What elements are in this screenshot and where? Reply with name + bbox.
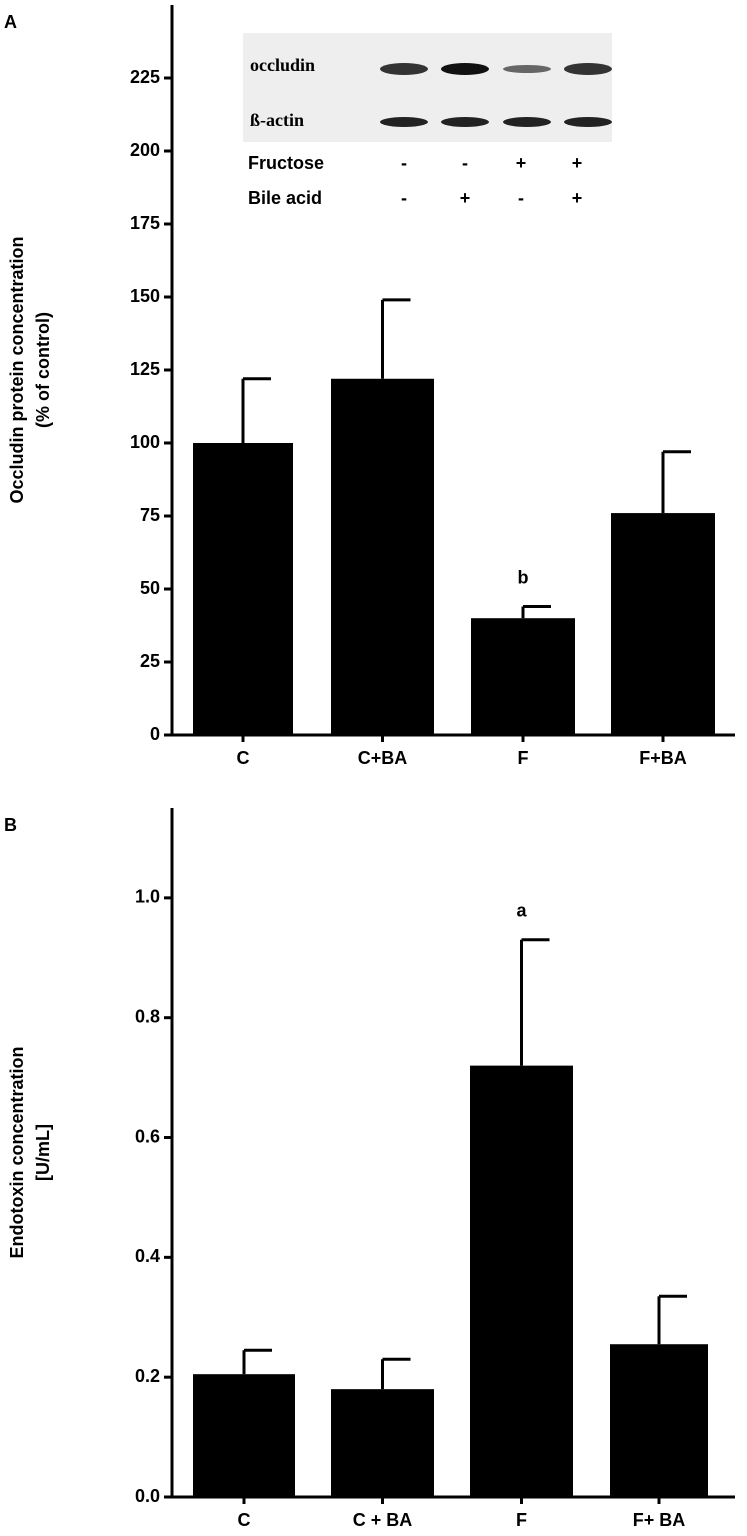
bar <box>331 378 434 735</box>
bar <box>193 1374 295 1497</box>
bar <box>470 1065 573 1497</box>
inset-sign: + <box>516 153 527 173</box>
y-tick-label: 200 <box>130 140 160 160</box>
x-tick-label: C+BA <box>358 748 408 768</box>
y-tick-label: 0.0 <box>135 1486 160 1506</box>
y-axis-label: [U/mL] <box>33 1124 53 1181</box>
y-tick-label: 0.2 <box>135 1366 160 1386</box>
inset-sign: - <box>518 188 524 208</box>
blot-band <box>380 63 428 75</box>
y-tick-label: 0.4 <box>135 1246 160 1266</box>
annotation: a <box>516 901 527 921</box>
y-tick-label: 125 <box>130 359 160 379</box>
panel-label: B <box>4 815 17 835</box>
y-tick-label: 1.0 <box>135 887 160 907</box>
band-label: occludin <box>250 55 315 75</box>
inset-sign: + <box>572 188 583 208</box>
y-axis-label: Endotoxin concentration <box>7 1046 27 1258</box>
blot-band <box>503 117 551 127</box>
y-tick-label: 0.6 <box>135 1126 160 1146</box>
inset-sign: - <box>462 153 468 173</box>
blot-band <box>564 63 612 75</box>
inset-sign: + <box>460 188 471 208</box>
panel-label: A <box>4 12 17 32</box>
y-tick-label: 0.8 <box>135 1006 160 1026</box>
y-tick-label: 25 <box>140 651 160 671</box>
x-tick-label: F+ BA <box>633 1510 686 1530</box>
y-tick-label: 75 <box>140 505 160 525</box>
y-tick-label: 50 <box>140 578 160 598</box>
blot-band <box>441 63 489 75</box>
blot-band <box>441 117 489 127</box>
bar <box>193 443 293 735</box>
x-tick-label: F <box>516 1510 527 1530</box>
x-tick-label: C <box>238 1510 251 1530</box>
x-tick-label: C <box>237 748 250 768</box>
y-tick-label: 100 <box>130 432 160 452</box>
x-tick-label: F+BA <box>639 748 687 768</box>
x-tick-label: F <box>518 748 529 768</box>
y-tick-label: 150 <box>130 286 160 306</box>
y-tick-label: 175 <box>130 213 160 233</box>
inset-sign: - <box>401 188 407 208</box>
blot-image <box>243 33 612 142</box>
annotation: b <box>518 567 529 587</box>
blot-band <box>380 117 428 127</box>
bar <box>471 618 575 735</box>
y-tick-label: 0 <box>150 724 160 744</box>
bar <box>331 1389 434 1497</box>
inset-sign: - <box>401 153 407 173</box>
blot-band <box>564 117 612 127</box>
bar <box>611 513 715 735</box>
y-tick-label: 225 <box>130 67 160 87</box>
inset-sign: + <box>572 153 583 173</box>
bar <box>610 1344 708 1497</box>
y-axis-label: (% of control) <box>33 312 53 428</box>
inset-row-label: Bile acid <box>248 188 322 208</box>
band-label: ß-actin <box>250 110 304 130</box>
y-axis-label: Occludin protein concentration <box>7 236 27 503</box>
inset-row-label: Fructose <box>248 153 324 173</box>
x-tick-label: C + BA <box>353 1510 413 1530</box>
blot-band <box>503 65 551 73</box>
